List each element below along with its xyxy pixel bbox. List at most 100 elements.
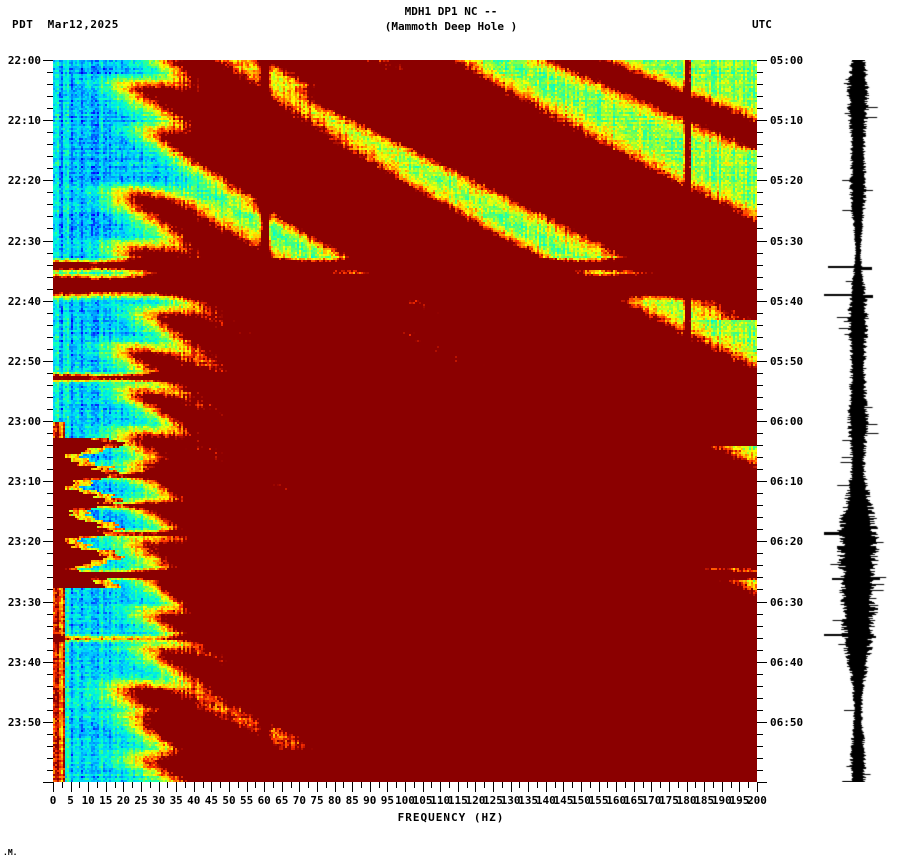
frequency-label: 10 [81, 794, 95, 807]
time-axis-minor-tick [757, 505, 763, 506]
frequency-label: 65 [275, 794, 289, 807]
time-axis-minor-tick [757, 373, 763, 374]
frequency-label: 145 [553, 794, 574, 807]
frequency-axis-major-tick [264, 782, 265, 792]
time-axis-minor-tick [757, 385, 763, 386]
time-axis-major-tick [757, 60, 767, 61]
time-label-utc: 06:40 [770, 656, 804, 669]
frequency-axis-minor-tick [678, 782, 679, 788]
frequency-label: 165 [623, 794, 644, 807]
time-axis-minor-tick [757, 565, 763, 566]
time-axis-minor-tick [757, 156, 763, 157]
time-label-utc: 05:40 [770, 295, 804, 308]
header-left-timezone: PDT [12, 18, 34, 31]
frequency-axis-major-tick [123, 782, 124, 792]
frequency-axis-minor-tick [713, 782, 714, 788]
frequency-label: 5 [67, 794, 74, 807]
corner-mark: .M. [3, 848, 18, 857]
time-axis-minor-tick [757, 265, 763, 266]
frequency-axis-major-tick [159, 782, 160, 792]
time-axis-minor-tick [757, 445, 763, 446]
frequency-label: 160 [606, 794, 627, 807]
time-axis-minor-tick [757, 204, 763, 205]
frequency-label: 195 [729, 794, 750, 807]
time-axis-minor-tick [757, 349, 763, 350]
time-axis-minor-tick [757, 228, 763, 229]
frequency-label: 140 [535, 794, 556, 807]
time-axis-minor-tick [757, 192, 763, 193]
time-label-utc: 05:30 [770, 235, 804, 248]
time-axis-major-tick [43, 241, 53, 242]
frequency-axis-minor-tick [484, 782, 485, 788]
time-axis-major-tick [757, 421, 767, 422]
frequency-axis-major-tick [141, 782, 142, 792]
frequency-label: 25 [134, 794, 148, 807]
frequency-axis-minor-tick [431, 782, 432, 788]
frequency-label: 105 [412, 794, 433, 807]
frequency-axis-minor-tick [607, 782, 608, 788]
header-left-date: Mar12,2025 [47, 18, 119, 31]
frequency-axis-minor-tick [220, 782, 221, 788]
frequency-axis-major-tick [335, 782, 336, 792]
frequency-axis-minor-tick [467, 782, 468, 788]
frequency-label: 15 [99, 794, 113, 807]
frequency-label: 155 [588, 794, 609, 807]
frequency-label: 200 [747, 794, 767, 807]
time-axis-major-tick [43, 662, 53, 663]
frequency-axis-minor-tick [396, 782, 397, 788]
spectrogram-plot[interactable] [53, 60, 757, 782]
frequency-axis-major-tick [176, 782, 177, 792]
time-label-utc: 05:20 [770, 174, 804, 187]
frequency-axis-major-tick [563, 782, 564, 792]
frequency-axis-major-tick [739, 782, 740, 792]
time-axis-minor-tick [757, 770, 763, 771]
frequency-label: 125 [483, 794, 503, 807]
frequency-axis-minor-tick [79, 782, 80, 788]
time-axis-major-tick [757, 120, 767, 121]
frequency-label: 115 [447, 794, 468, 807]
frequency-axis-minor-tick [150, 782, 151, 788]
frequency-axis-major-tick [616, 782, 617, 792]
time-label-utc: 06:20 [770, 535, 804, 548]
frequency-axis-minor-tick [555, 782, 556, 788]
time-axis-major-tick [43, 722, 53, 723]
time-axis-minor-tick [757, 132, 763, 133]
time-label-pdt: 23:50 [7, 716, 41, 729]
time-axis-major-tick [757, 301, 767, 302]
frequency-label: 120 [465, 794, 486, 807]
time-axis-major-tick [43, 361, 53, 362]
frequency-axis-minor-tick [203, 782, 204, 788]
frequency-axis-major-tick [352, 782, 353, 792]
station-name-line: (Mammoth Deep Hole ) [384, 20, 518, 33]
time-axis-minor-tick [757, 457, 763, 458]
frequency-axis-major-tick [53, 782, 54, 792]
frequency-axis-major-tick [475, 782, 476, 792]
station-code-line: MDH1 DP1 NC -- [404, 5, 498, 18]
frequency-axis-minor-tick [731, 782, 732, 788]
frequency-axis-minor-tick [590, 782, 591, 788]
page-title: MDH1 DP1 NC -- (Mammoth Deep Hole ) [0, 4, 902, 34]
frequency-axis-minor-tick [660, 782, 661, 788]
frequency-axis-major-tick [757, 782, 758, 792]
frequency-axis-major-tick [387, 782, 388, 792]
time-label-utc: 05:50 [770, 355, 804, 368]
frequency-label: 45 [204, 794, 219, 807]
frequency-label: 0 [49, 794, 57, 807]
time-axis-major-tick [43, 481, 53, 482]
frequency-axis-major-tick [704, 782, 705, 792]
frequency-axis-major-tick [282, 782, 283, 792]
frequency-axis-major-tick [211, 782, 212, 792]
frequency-axis-minor-tick [449, 782, 450, 788]
time-axis-major-tick [43, 120, 53, 121]
frequency-label: 60 [257, 794, 271, 807]
time-label-utc: 06:30 [770, 596, 804, 609]
time-axis-minor-tick [757, 746, 763, 747]
frequency-label: 110 [430, 794, 451, 807]
frequency-axis-major-tick [229, 782, 230, 792]
frequency-axis-minor-tick [291, 782, 292, 788]
time-axis-minor-tick [757, 758, 763, 759]
header-left-timezone-date: PDT Mar12,2025 [12, 18, 119, 31]
time-axis-minor-tick [757, 553, 763, 554]
frequency-axis-major-tick [299, 782, 300, 792]
frequency-axis-minor-tick [643, 782, 644, 788]
